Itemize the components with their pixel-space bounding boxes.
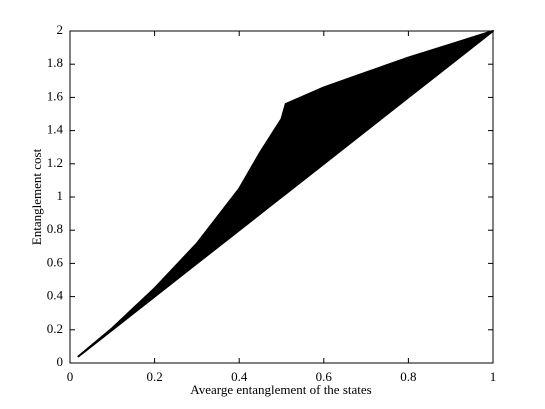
y-tick-label: 1: [57, 188, 64, 203]
y-tick-label: 0.6: [47, 254, 64, 269]
x-tick-label: 0.8: [400, 369, 416, 384]
x-tick-label: 1: [490, 369, 497, 384]
y-tick-label: 0.2: [47, 321, 63, 336]
x-tick-label: 0.2: [146, 369, 162, 384]
x-tick-label: 0: [67, 369, 74, 384]
x-tick-label: 0.4: [231, 369, 248, 384]
y-tick-label: 1.4: [47, 122, 64, 137]
y-tick-label: 1.6: [47, 88, 64, 103]
y-tick-label: 0: [57, 354, 64, 369]
x-axis-label: Avearge entanglement of the states: [190, 382, 371, 397]
y-axis-label: Entanglement cost: [29, 148, 44, 245]
y-tick-label: 0.8: [47, 221, 63, 236]
y-tick-label: 2: [57, 22, 64, 37]
y-tick-label: 0.4: [47, 288, 64, 303]
y-tick-label: 1.2: [47, 155, 63, 170]
x-tick-label: 0.6: [316, 369, 333, 384]
filled-region: [77, 30, 494, 358]
y-tick-label: 1.8: [47, 55, 63, 70]
